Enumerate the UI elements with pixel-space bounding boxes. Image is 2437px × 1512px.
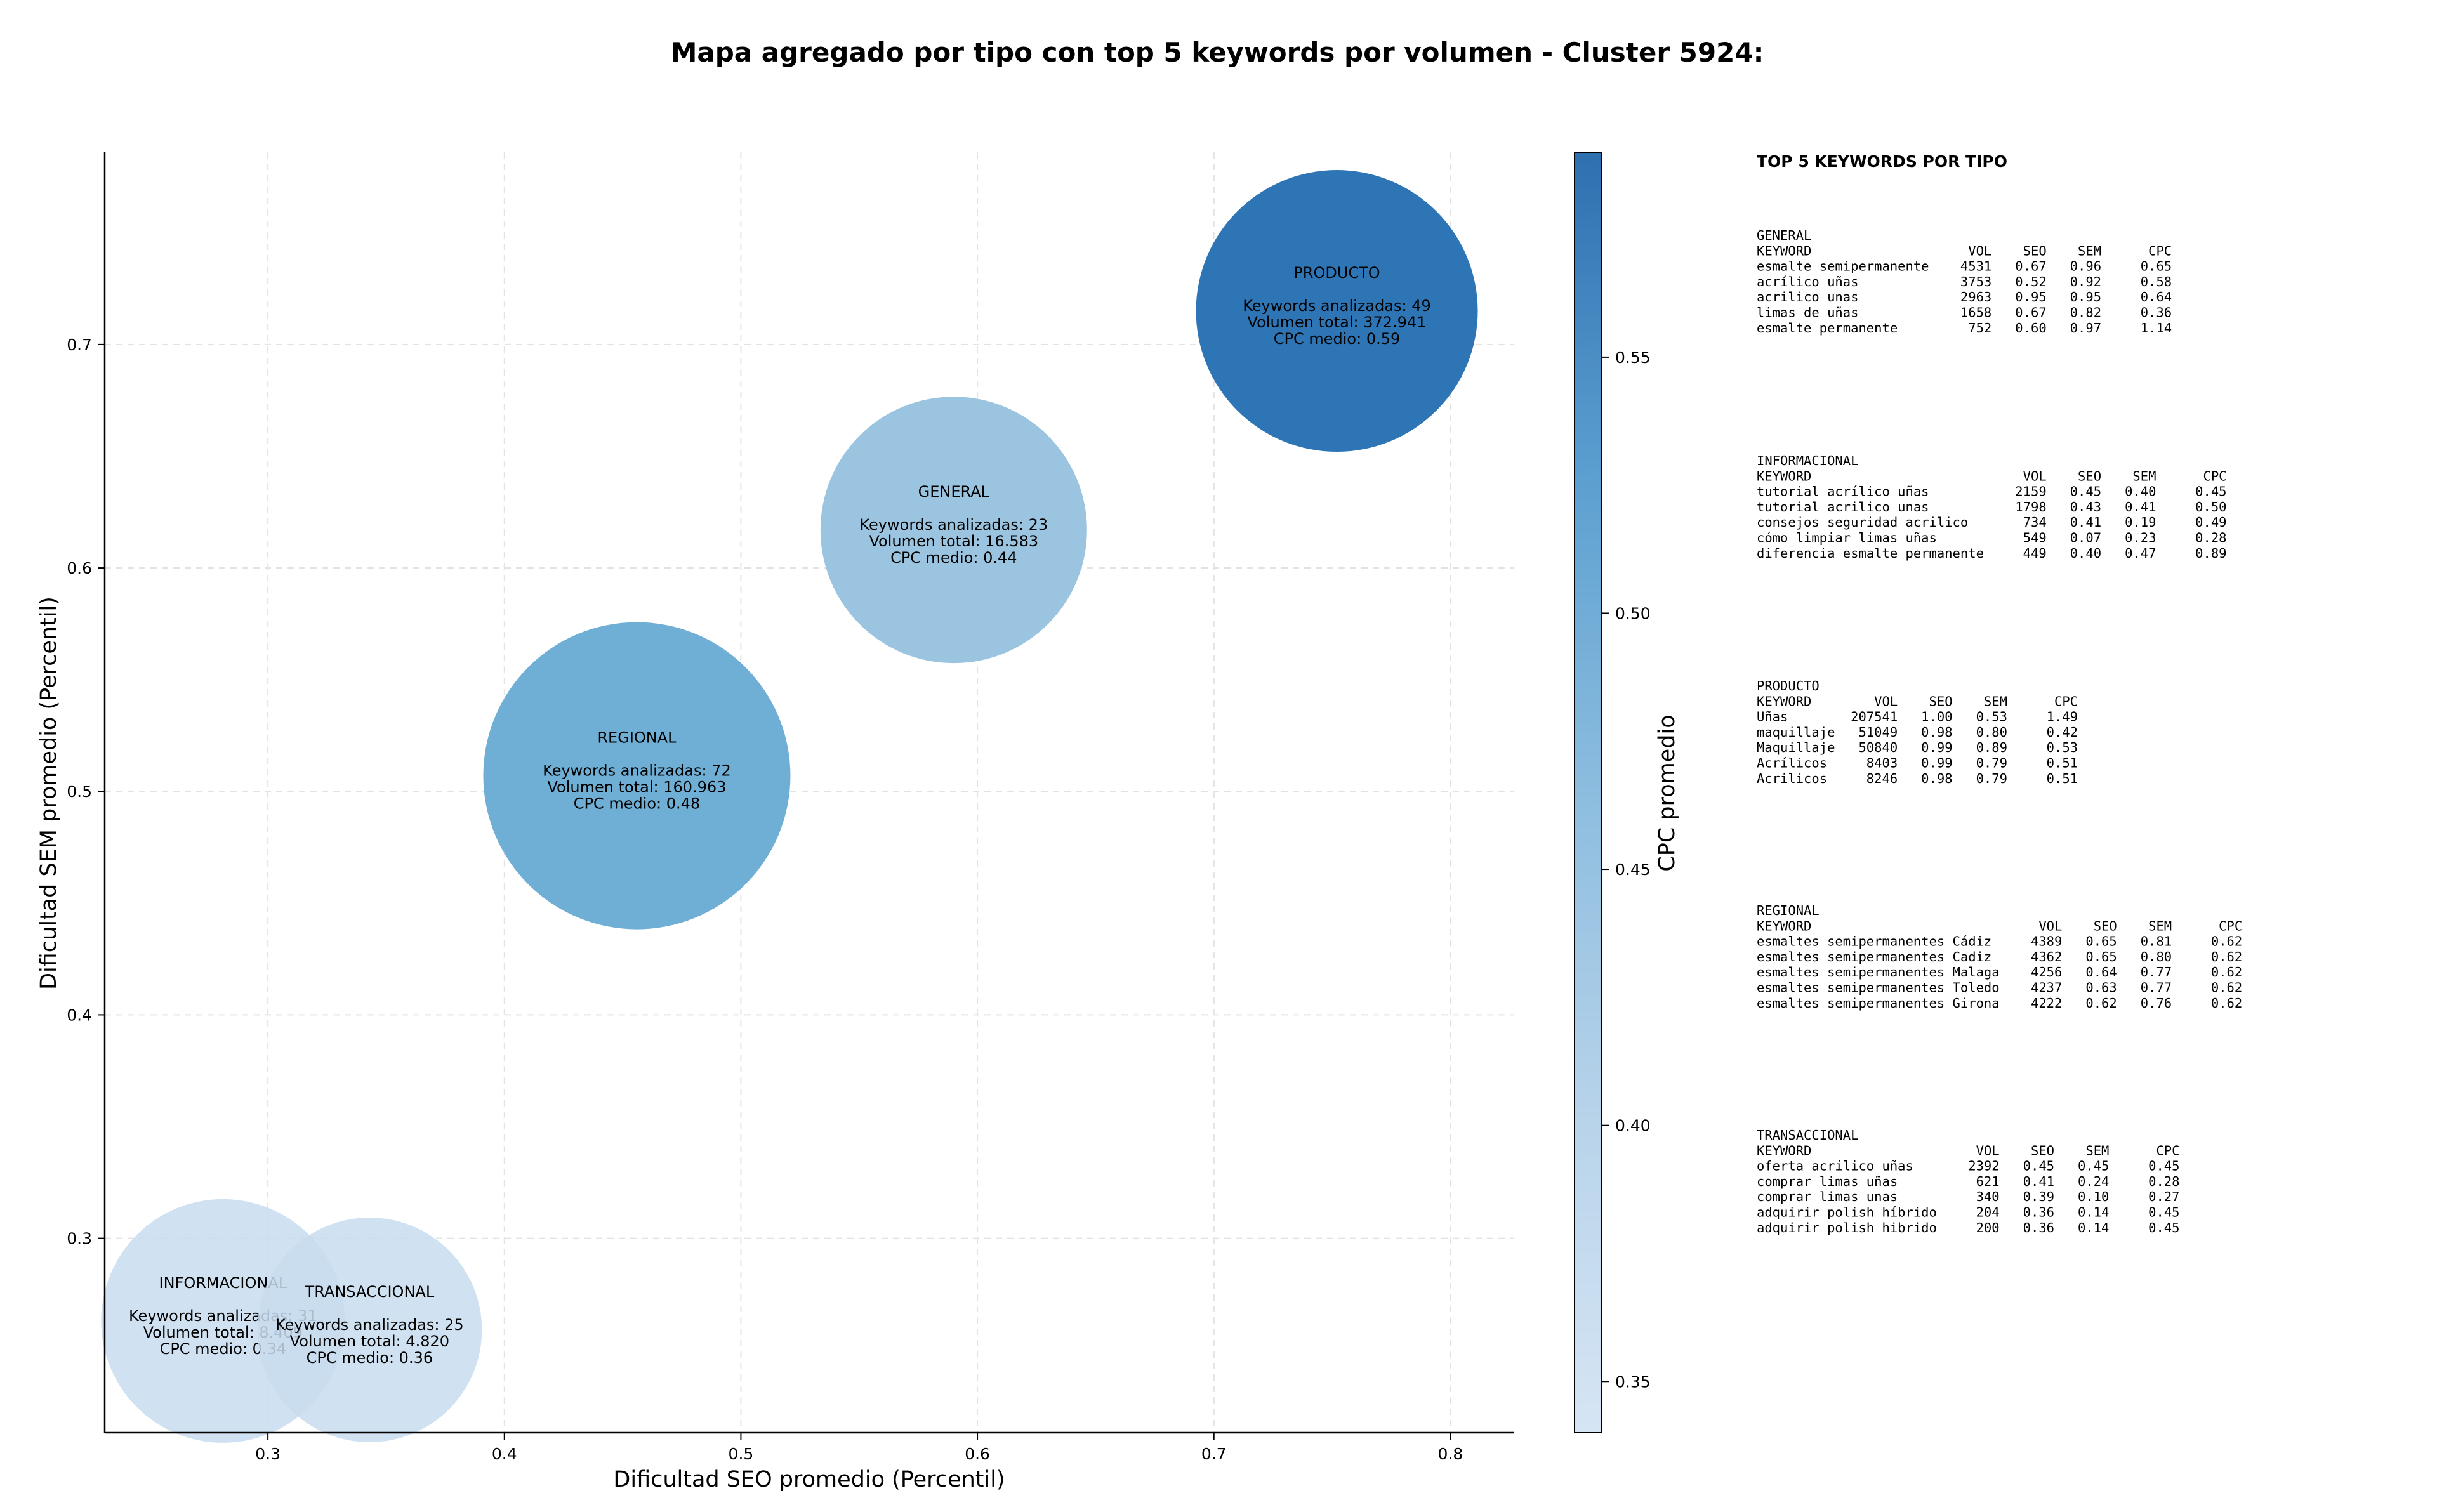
keyword-table-row: oferta acrílico uñas 2392 0.45 0.45 0.45 [1757,1159,2179,1174]
keyword-table-row: Uñas 207541 1.00 0.53 1.49 [1757,709,2078,725]
bubble-name: REGIONAL [597,729,677,747]
colorbar-label: CPC promedio [1654,714,1680,871]
colorbar-tick-label: 0.40 [1615,1117,1651,1135]
colorbar-tick-label: 0.50 [1615,604,1651,622]
colorbar-ticks: 0.35 0.40 0.45 0.50 0.55 [1602,348,1651,1391]
keyword-table-header: KEYWORD VOL SEO SEM CPC [1757,1143,2179,1158]
y-tick-label: 0.3 [67,1230,92,1248]
bubble-stat: CPC medio: 0.59 [1274,330,1401,348]
keyword-table-row: esmalte permanente 752 0.60 0.97 1.14 [1757,320,2172,336]
bubble-circle [1196,170,1478,452]
keyword-group-name: PRODUCTO [1757,678,1819,694]
bubble-stat: Volumen total: 160.963 [547,779,726,796]
y-tick-label: 0.7 [67,336,92,354]
plot-axes [103,152,1514,1434]
x-tick-label: 0.3 [255,1445,281,1463]
keyword-group-name: TRANSACCIONAL [1757,1127,1858,1143]
keyword-table-row: consejos seguridad acrilico 734 0.41 0.1… [1757,515,2227,530]
colorbar-tick-label: 0.35 [1615,1372,1651,1391]
keyword-group-name: INFORMACIONAL [1757,453,1858,468]
bubble-transaccional: TRANSACCIONAL Keywords analizadas: 25Volu… [257,1217,482,1442]
keyword-table-row: adquirir polish hibrido 200 0.36 0.14 0.… [1757,1220,2179,1235]
y-tick-label: 0.6 [67,559,92,577]
x-tick-label: 0.8 [1438,1445,1463,1463]
keyword-table-row: tutorial acrilico unas 1798 0.43 0.41 0.… [1757,499,2227,515]
x-tick-label: 0.7 [1201,1445,1227,1463]
keyword-table-row: esmaltes semipermanentes Cádiz 4389 0.65… [1757,934,2242,949]
keyword-table-row: esmalte semipermanente 4531 0.67 0.96 0.… [1757,259,2172,274]
keyword-table-header: KEYWORD VOL SEO SEM CPC [1757,243,2172,258]
keyword-table-row: acrilico unas 2963 0.95 0.95 0.64 [1757,289,2172,305]
keyword-table-row: comprar limas uñas 621 0.41 0.24 0.28 [1757,1174,2179,1189]
bubble-stat: CPC medio: 0.44 [890,549,1017,567]
colorbar-tick-label: 0.55 [1615,348,1651,367]
y-ticks: 0.3 0.4 0.5 0.6 0.7 [67,336,105,1248]
bubble-stat: CPC medio: 0.36 [307,1349,433,1367]
colorbar: 0.35 0.40 0.45 0.50 0.55 CPC promedio [1574,152,1680,1433]
bubble-stat: Volumen total: 372.941 [1248,313,1427,331]
keyword-table-row: Acrílicos 8403 0.99 0.79 0.51 [1757,756,2078,771]
colorbar-gradient [1574,152,1602,1433]
bubble-circle [257,1217,482,1442]
keyword-table-row: tutorial acrílico uñas 2159 0.45 0.40 0.… [1757,484,2227,499]
keyword-table-row: esmaltes semipermanentes Toledo 4237 0.6… [1757,980,2242,996]
bubble-stat: Volumen total: 16.583 [869,532,1038,550]
bubble-stat: Volumen total: 4.820 [290,1332,449,1350]
bubble-stat: Keywords analizadas: 49 [1243,297,1431,315]
bubble-stat: Keywords analizadas: 23 [860,516,1048,534]
keyword-group-name: REGIONAL [1757,903,1819,918]
panel-title: TOP 5 KEYWORDS POR TIPO [1757,152,2007,171]
keyword-table-row: Maquillaje 50840 0.99 0.89 0.53 [1757,740,2078,755]
x-tick-label: 0.6 [965,1445,990,1463]
bubble-circle [820,397,1087,664]
keyword-group-name: GENERAL [1757,228,1811,243]
bubble-circle [483,622,791,930]
keyword-table-header: KEYWORD VOL SEO SEM CPC [1757,918,2242,933]
keyword-table-row: acrílico uñas 3753 0.52 0.92 0.58 [1757,274,2172,289]
y-tick-label: 0.4 [67,1006,92,1024]
bubble-stat: Keywords analizadas: 72 [543,762,731,780]
keyword-table-row: esmaltes semipermanentes Girona 4222 0.6… [1757,996,2242,1011]
x-tick-label: 0.4 [492,1445,517,1463]
keyword-table-row: esmaltes semipermanentes Cadiz 4362 0.65… [1757,949,2242,964]
bubble-name: GENERAL [918,483,990,501]
keyword-table-row: limas de uñas 1658 0.67 0.82 0.36 [1757,305,2172,320]
chart-title: Mapa agregado por tipo con top 5 keyword… [671,37,1764,68]
x-axis-label: Dificultad SEO promedio (Percentil) [613,1467,1005,1492]
colorbar-tick-label: 0.45 [1615,860,1651,879]
keyword-table-row: Acrilicos 8246 0.98 0.79 0.51 [1757,771,2078,786]
keyword-table-header: KEYWORD VOL SEO SEM CPC [1757,468,2227,483]
keyword-table-row: adquirir polish híbrido 204 0.36 0.14 0.… [1757,1205,2179,1220]
keyword-table-row: comprar limas unas 340 0.39 0.10 0.27 [1757,1189,2179,1204]
y-tick-label: 0.5 [67,782,92,801]
bubble-name: TRANSACCIONAL [305,1283,435,1301]
bubble-stat: Keywords analizadas: 25 [275,1316,464,1334]
y-axis-label: Dificultad SEM promedio (Percentil) [36,596,62,990]
keyword-table-row: cómo limpiar limas uñas 549 0.07 0.23 0.… [1757,530,2227,546]
bubble-stat: CPC medio: 0.48 [574,795,701,813]
x-tick-label: 0.5 [729,1445,754,1463]
keyword-table-row: diferencia esmalte permanente 449 0.40 0… [1757,546,2227,561]
keyword-table-row: maquillaje 51049 0.98 0.80 0.42 [1757,725,2078,740]
bubble-name: PRODUCTO [1293,264,1380,282]
keyword-table-row: esmaltes semipermanentes Malaga 4256 0.6… [1757,964,2242,980]
x-ticks: 0.3 0.4 0.5 0.6 0.7 0.8 [255,1433,1463,1463]
keyword-table-header: KEYWORD VOL SEO SEM CPC [1757,694,2078,709]
